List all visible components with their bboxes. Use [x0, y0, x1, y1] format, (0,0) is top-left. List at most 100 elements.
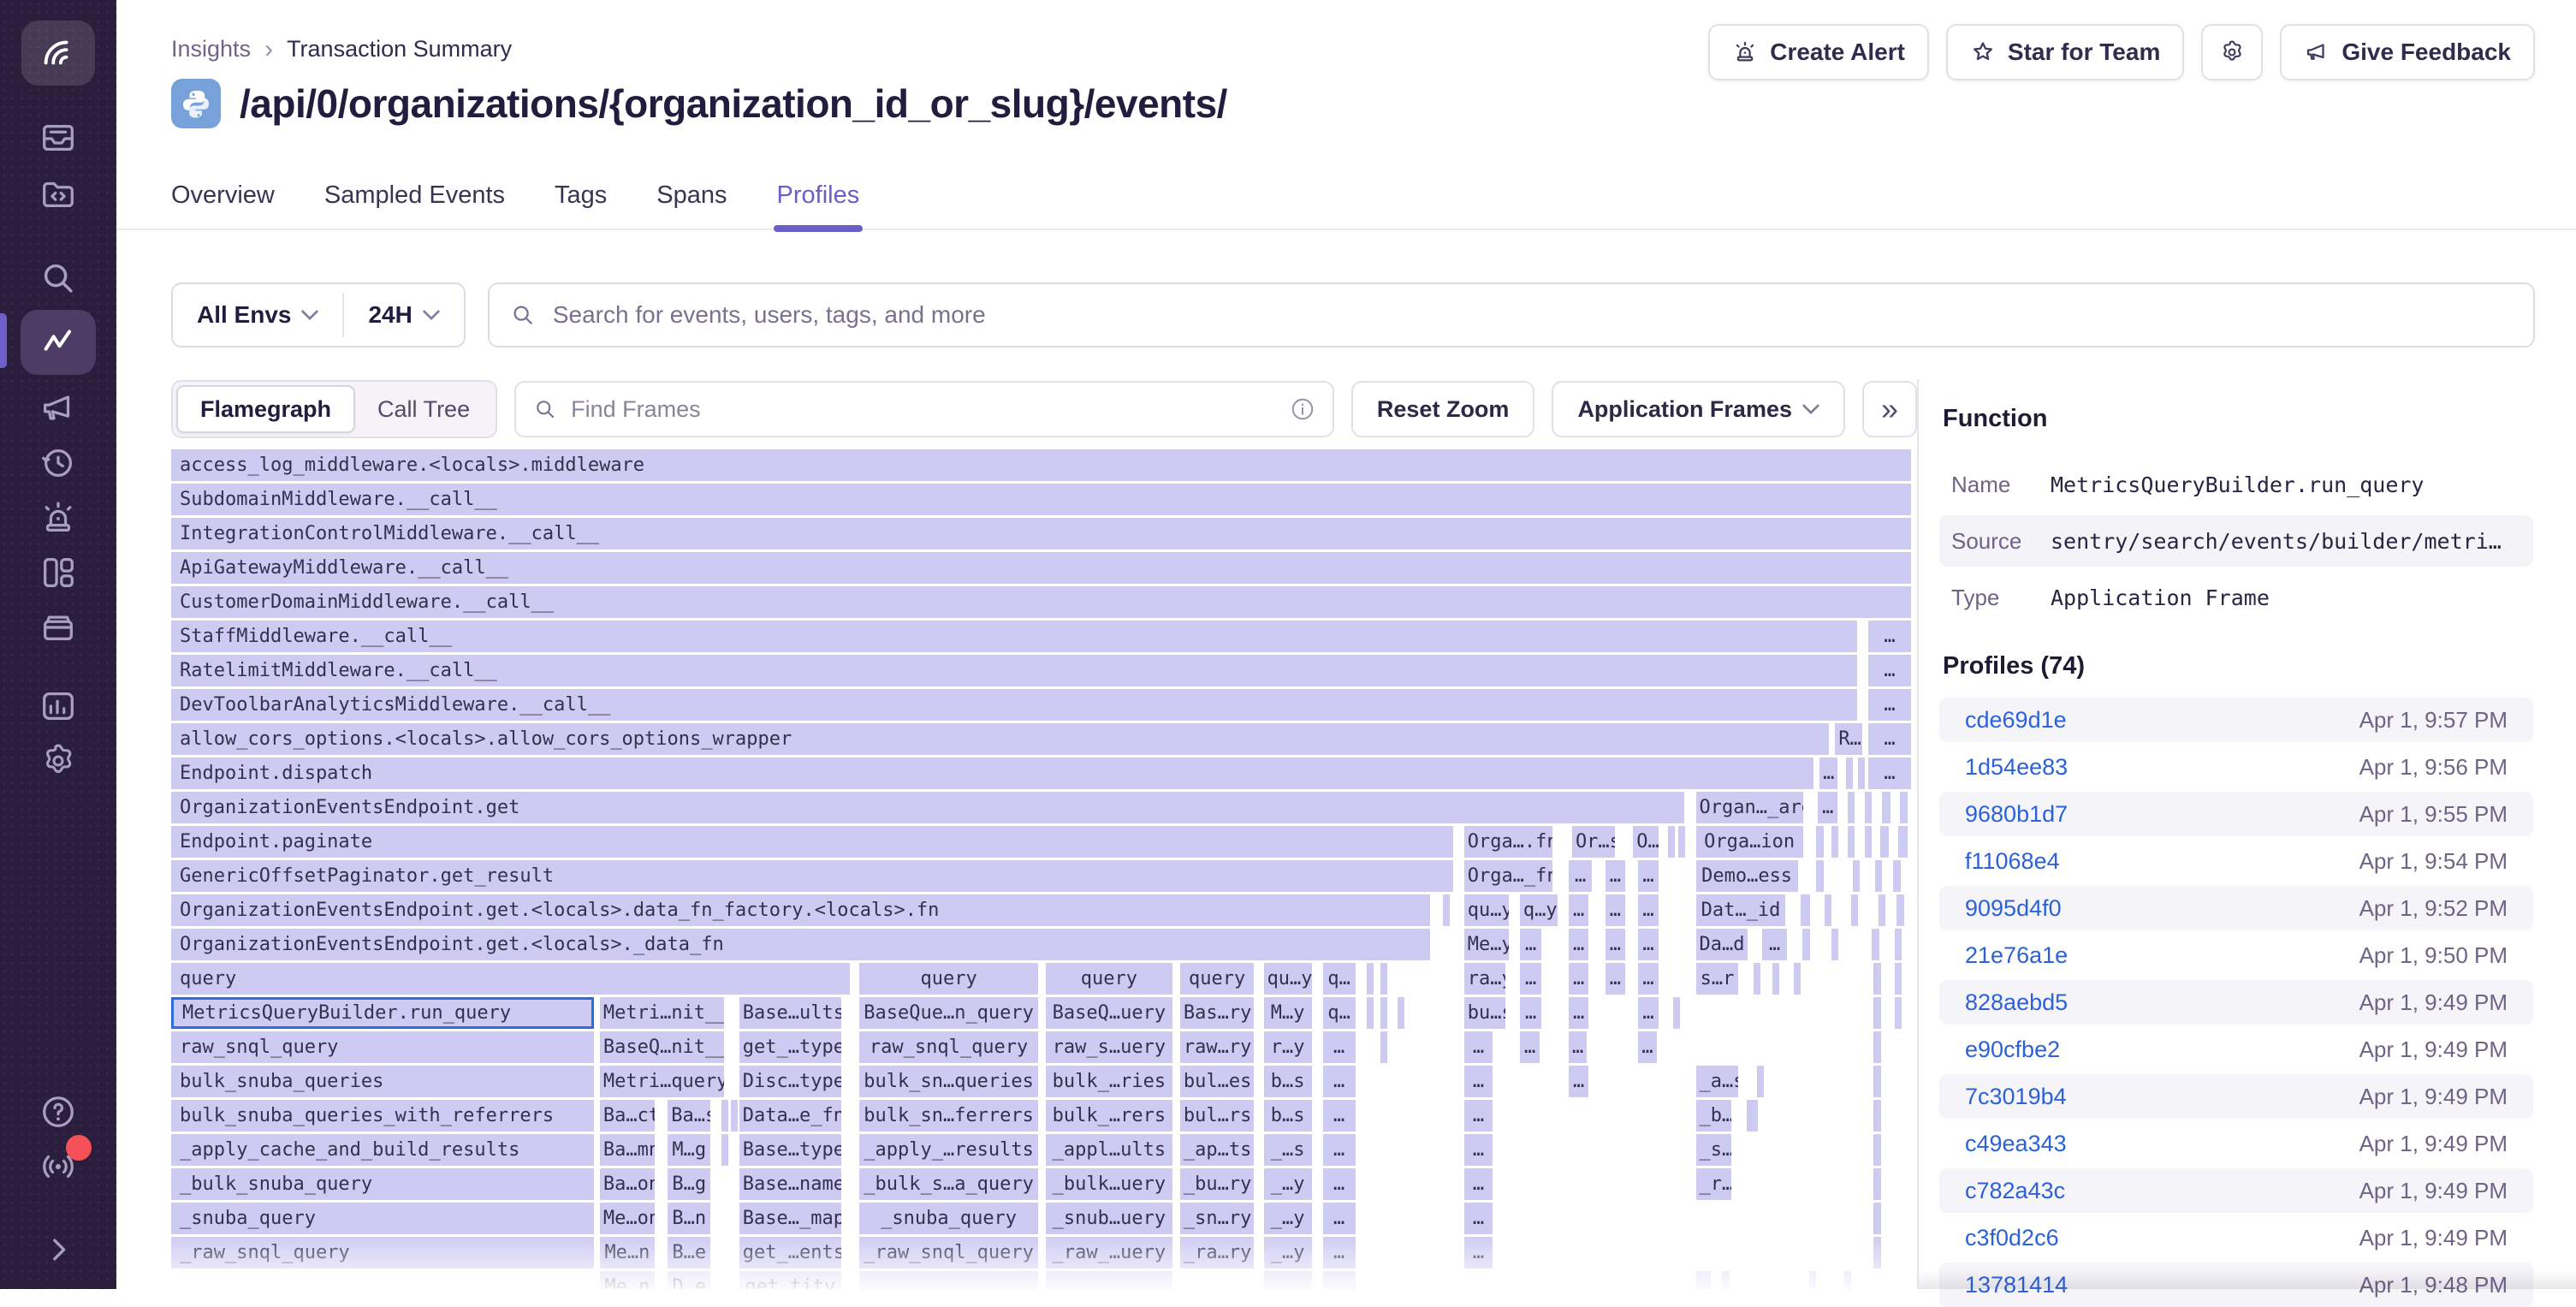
flame-frame[interactable] [1380, 1031, 1387, 1063]
flame-frame[interactable]: Bas…ry [1180, 997, 1255, 1029]
expand-sidebar-chevron-icon[interactable] [41, 1233, 75, 1267]
flame-frame[interactable]: _bulk_s…a_query [859, 1168, 1038, 1200]
profile-link[interactable]: 9095d4f0 [1965, 895, 2062, 922]
flame-frame[interactable]: … [1464, 1237, 1493, 1268]
flame-frame[interactable] [1668, 826, 1675, 858]
flame-frame[interactable]: B…g [668, 1168, 710, 1200]
flame-frame[interactable]: bu…s [1464, 997, 1505, 1029]
flame-frame-selected[interactable]: MetricsQueryBuilder.run_query [171, 997, 594, 1029]
flame-frame[interactable]: Or…s [1572, 826, 1615, 858]
sidebar-item-replays[interactable] [39, 443, 78, 483]
flame-frame[interactable]: Data…e_fn [739, 1100, 841, 1132]
flame-frame[interactable]: Ba…on [600, 1168, 655, 1200]
breadcrumb-insights[interactable]: Insights [171, 36, 251, 62]
flame-frame[interactable]: Orga….fn [1464, 826, 1552, 858]
help-icon[interactable] [39, 1092, 78, 1132]
flame-frame[interactable]: … [1323, 1031, 1356, 1063]
flame-frame[interactable] [1879, 894, 1885, 926]
flame-frame[interactable]: Me…y [1464, 929, 1509, 960]
sidebar-item-stats[interactable] [39, 686, 78, 726]
flame-frame[interactable]: … [1464, 1066, 1493, 1097]
flame-frame[interactable]: _b…y [1696, 1100, 1732, 1132]
profile-link[interactable]: f11068e4 [1965, 848, 2060, 875]
flame-frame[interactable]: s…r [1696, 963, 1739, 995]
flame-frame[interactable]: q… [1323, 997, 1356, 1029]
flame-frame[interactable]: D…e [668, 1271, 710, 1289]
flame-frame[interactable]: … [1520, 963, 1542, 995]
flame-frame[interactable]: B…n [668, 1203, 710, 1234]
flame-frame[interactable]: Disc…type [739, 1066, 841, 1097]
flame-frame[interactable]: … [1323, 1203, 1356, 1234]
flame-frame[interactable]: _ap…ts [1180, 1134, 1255, 1166]
flame-frame[interactable] [1858, 757, 1865, 789]
flame-frame[interactable] [721, 1100, 728, 1132]
flame-frame[interactable]: OrganizationEventsEndpoint.get [171, 792, 1684, 823]
flame-frame[interactable]: Orga…_fn [1464, 860, 1552, 892]
flame-frame[interactable]: … [1638, 929, 1658, 960]
flame-frame[interactable]: _raw_snql_query [171, 1237, 594, 1268]
sidebar-item-explore[interactable] [39, 175, 78, 214]
flame-frame[interactable]: GenericOffsetPaginator.get_result [171, 860, 1453, 892]
event-search[interactable] [488, 282, 2535, 348]
flame-frame[interactable] [1873, 1066, 1881, 1097]
flame-frame[interactable]: bulk_…ries [1046, 1066, 1172, 1097]
flame-frame[interactable]: … [1569, 1031, 1587, 1063]
whats-new-button[interactable] [39, 1147, 78, 1186]
flame-frame[interactable] [1873, 963, 1881, 995]
sidebar-item-issues[interactable] [39, 118, 78, 157]
flame-frame[interactable]: query [171, 963, 850, 995]
flame-frame[interactable]: _s…y [1696, 1134, 1732, 1166]
flame-frame[interactable] [1673, 997, 1680, 1029]
flame-frame[interactable]: b…s [1264, 1100, 1312, 1132]
flame-frame[interactable]: query [859, 963, 1038, 995]
tab-overview[interactable]: Overview [171, 181, 275, 229]
flame-frame[interactable]: raw_snql_query [171, 1031, 594, 1063]
flame-frame[interactable]: … [1569, 929, 1588, 960]
flame-frame[interactable] [1896, 894, 1904, 926]
flame-frame[interactable] [1875, 860, 1882, 892]
flame-frame[interactable]: … [1464, 1100, 1493, 1132]
flame-frame[interactable]: _snuba_query [171, 1203, 594, 1234]
sidebar-item-feedback[interactable] [39, 389, 78, 428]
flame-frame[interactable]: _sn…ry [1180, 1203, 1255, 1234]
flame-frame[interactable] [721, 1134, 728, 1166]
flame-frame[interactable]: _bu…ry [1180, 1168, 1255, 1200]
flame-frame[interactable]: … [1868, 655, 1911, 686]
flame-frame[interactable] [1898, 826, 1908, 858]
tab-sampled-events[interactable]: Sampled Events [324, 181, 505, 229]
flame-frame[interactable]: access_log_middleware.<locals>.middlewar… [171, 449, 1911, 481]
tab-tags[interactable]: Tags [555, 181, 607, 229]
sidebar-item-dashboards[interactable] [39, 553, 78, 592]
flame-frame[interactable] [1893, 860, 1901, 892]
flame-frame[interactable]: Endpoint.dispatch [171, 757, 1813, 789]
flame-frame[interactable] [1696, 1271, 1711, 1289]
settings-button[interactable] [2201, 24, 2263, 80]
flame-frame[interactable]: … [1464, 1134, 1493, 1166]
flame-frame[interactable]: b…s [1264, 1066, 1312, 1097]
flame-frame[interactable] [1443, 894, 1450, 926]
flame-frame[interactable]: _bulk_snuba_query [171, 1168, 594, 1200]
flame-frame[interactable] [1873, 1100, 1881, 1132]
flame-frame[interactable]: … [1323, 1237, 1356, 1268]
profile-link[interactable]: 828aebd5 [1965, 989, 2068, 1016]
profile-link[interactable]: c3f0d2c6 [1965, 1225, 2059, 1251]
flame-frame[interactable]: … [1464, 1031, 1493, 1063]
flame-frame[interactable]: … [1323, 1100, 1356, 1132]
info-icon[interactable] [1290, 396, 1315, 422]
flame-frame[interactable] [1846, 757, 1853, 789]
flame-frame[interactable]: … [1323, 1168, 1356, 1200]
flame-frame[interactable]: _appl…ults [1046, 1134, 1172, 1166]
flame-frame[interactable]: … [1868, 621, 1911, 652]
flame-frame[interactable]: OrganizationEventsEndpoint.get.<locals>.… [171, 929, 1430, 960]
sentry-logo[interactable] [21, 21, 95, 86]
flame-frame[interactable]: bul…es [1180, 1066, 1255, 1097]
flame-frame[interactable] [1865, 826, 1872, 858]
flame-frame[interactable]: DevToolbarAnalyticsMiddleware.__call__ [171, 689, 1857, 721]
flame-frame[interactable] [1844, 1271, 1851, 1289]
flame-frame[interactable] [859, 1271, 1038, 1289]
flame-frame[interactable]: … [1868, 723, 1911, 755]
flame-frame[interactable] [1367, 963, 1374, 995]
flame-frame[interactable]: BaseQ…nit__ [600, 1031, 725, 1063]
flame-frame[interactable]: q…y [1520, 894, 1558, 926]
flame-frame[interactable]: Metri…nit__ [600, 997, 725, 1029]
